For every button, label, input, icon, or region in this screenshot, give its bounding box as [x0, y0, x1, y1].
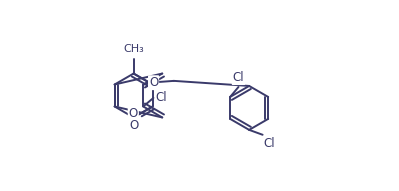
Text: O: O [129, 119, 138, 132]
Text: Cl: Cl [156, 91, 168, 104]
Text: Cl: Cl [264, 137, 275, 150]
Text: CH₃: CH₃ [123, 44, 144, 54]
Text: Cl: Cl [233, 71, 244, 84]
Text: O: O [149, 76, 158, 89]
Text: O: O [129, 107, 138, 120]
